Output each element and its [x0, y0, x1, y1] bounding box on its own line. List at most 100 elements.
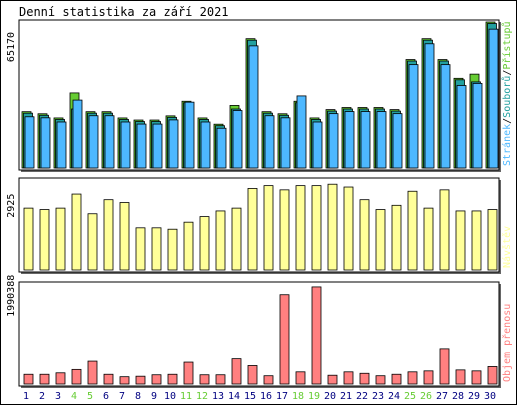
bar-pages-day-27 — [440, 64, 451, 169]
bar-pages-day-16 — [264, 115, 275, 169]
bar-kbytes-day-7 — [119, 376, 130, 385]
bar-visits-day-20 — [327, 183, 338, 271]
bar-pages-day-3 — [56, 121, 67, 169]
bar-visits-day-2 — [39, 209, 50, 271]
x-tick-label: 11 — [180, 391, 192, 402]
x-tick-label: 22 — [356, 391, 368, 402]
x-tick-label: 7 — [119, 391, 125, 402]
bar-kbytes-day-24 — [391, 373, 402, 385]
legend-entry: Objem přenosu — [501, 304, 513, 382]
legend-entry: Souborů — [501, 76, 513, 118]
bar-visits-day-1 — [23, 207, 34, 271]
x-tick-label: 17 — [276, 391, 288, 402]
x-tick-label: 9 — [151, 391, 157, 402]
x-tick-label: 6 — [103, 391, 109, 402]
x-tick-label: 23 — [372, 391, 384, 402]
x-tick-label: 1 — [23, 391, 29, 402]
bar-visits-day-4 — [71, 193, 82, 271]
bar-pages-day-8 — [136, 123, 147, 169]
bar-kbytes-day-28 — [455, 369, 466, 385]
bar-kbytes-day-11 — [183, 361, 194, 385]
bar-pages-day-6 — [104, 115, 115, 169]
bar-pages-day-24 — [392, 113, 403, 169]
bar-pages-day-25 — [408, 64, 419, 169]
x-tick-label: 24 — [388, 391, 400, 402]
bar-kbytes-day-26 — [423, 370, 434, 385]
bar-visits-day-7 — [119, 202, 130, 271]
bar-visits-day-27 — [439, 189, 450, 271]
x-tick-label: 3 — [55, 391, 61, 402]
panel-frame — [18, 281, 500, 387]
bar-pages-day-1 — [24, 116, 35, 169]
bar-visits-day-16 — [263, 185, 274, 271]
legend-hits: Stránek/Souborů/Přístupů — [501, 21, 513, 166]
bar-pages-day-18 — [296, 95, 307, 169]
bar-kbytes-day-30 — [487, 366, 498, 385]
bar-kbytes-day-29 — [471, 370, 482, 385]
bar-pages-day-20 — [328, 113, 339, 169]
bar-visits-day-5 — [87, 213, 98, 271]
bar-kbytes-day-23 — [375, 375, 386, 385]
panel-frame — [18, 177, 500, 273]
bar-pages-day-10 — [168, 119, 179, 169]
bar-pages-day-30 — [488, 28, 499, 169]
bar-visits-day-21 — [343, 186, 354, 271]
bar-kbytes-day-5 — [87, 360, 98, 385]
bar-pages-day-4 — [72, 99, 83, 169]
x-tick-label: 18 — [292, 391, 304, 402]
bar-kbytes-day-13 — [215, 374, 226, 385]
y-tick-label: 1990388 — [6, 275, 17, 317]
bar-kbytes-day-3 — [55, 372, 66, 385]
bar-kbytes-day-2 — [39, 373, 50, 385]
x-tick-label: 13 — [212, 391, 224, 402]
bar-kbytes-day-17 — [279, 294, 290, 385]
x-tick-label: 14 — [228, 391, 240, 402]
bar-kbytes-day-9 — [151, 374, 162, 385]
x-tick-label: 10 — [164, 391, 176, 402]
bar-kbytes-day-4 — [71, 368, 82, 385]
bar-pages-day-14 — [232, 110, 243, 169]
bar-kbytes-day-25 — [407, 371, 418, 385]
legend-separator: / — [502, 70, 513, 76]
bar-kbytes-day-8 — [135, 375, 146, 385]
bar-pages-day-19 — [312, 121, 323, 169]
bar-pages-day-11 — [184, 101, 195, 169]
bar-pages-day-13 — [216, 127, 227, 169]
bar-visits-day-29 — [471, 210, 482, 271]
bar-kbytes-day-21 — [343, 371, 354, 385]
bar-pages-day-15 — [248, 45, 259, 169]
bar-kbytes-day-1 — [23, 373, 34, 385]
x-tick-label: 26 — [420, 391, 432, 402]
bar-visits-day-15 — [247, 188, 258, 271]
bar-visits-day-22 — [359, 199, 370, 271]
bar-visits-day-23 — [375, 209, 386, 271]
x-tick-label: 8 — [135, 391, 141, 402]
bar-kbytes-day-27 — [439, 348, 450, 385]
panel-frame — [18, 19, 500, 171]
y-tick-label: 65170 — [6, 32, 17, 62]
x-tick-label: 29 — [468, 391, 480, 402]
x-tick-label: 4 — [71, 391, 77, 402]
x-tick-label: 25 — [404, 391, 416, 402]
bar-kbytes-day-14 — [231, 358, 242, 385]
bar-kbytes-day-19 — [311, 286, 322, 385]
legend-entry: Stránek — [501, 124, 513, 166]
x-tick-label: 16 — [260, 391, 272, 402]
x-tick-label: 15 — [244, 391, 256, 402]
bar-pages-day-2 — [40, 117, 51, 169]
legend-entry: Přístupů — [501, 21, 513, 69]
bar-pages-day-5 — [88, 115, 99, 169]
bar-pages-day-21 — [344, 111, 355, 169]
bar-kbytes-day-12 — [199, 374, 210, 385]
bar-kbytes-day-10 — [167, 373, 178, 385]
bar-kbytes-day-6 — [103, 373, 114, 385]
x-tick-label: 21 — [340, 391, 352, 402]
bar-visits-day-19 — [311, 185, 322, 271]
bar-kbytes-day-15 — [247, 365, 258, 385]
bar-pages-day-23 — [376, 111, 387, 169]
legend-visits: Návštěv — [501, 226, 513, 268]
bar-visits-day-6 — [103, 199, 114, 271]
bar-visits-day-24 — [391, 204, 402, 271]
bar-visits-day-3 — [55, 207, 66, 271]
